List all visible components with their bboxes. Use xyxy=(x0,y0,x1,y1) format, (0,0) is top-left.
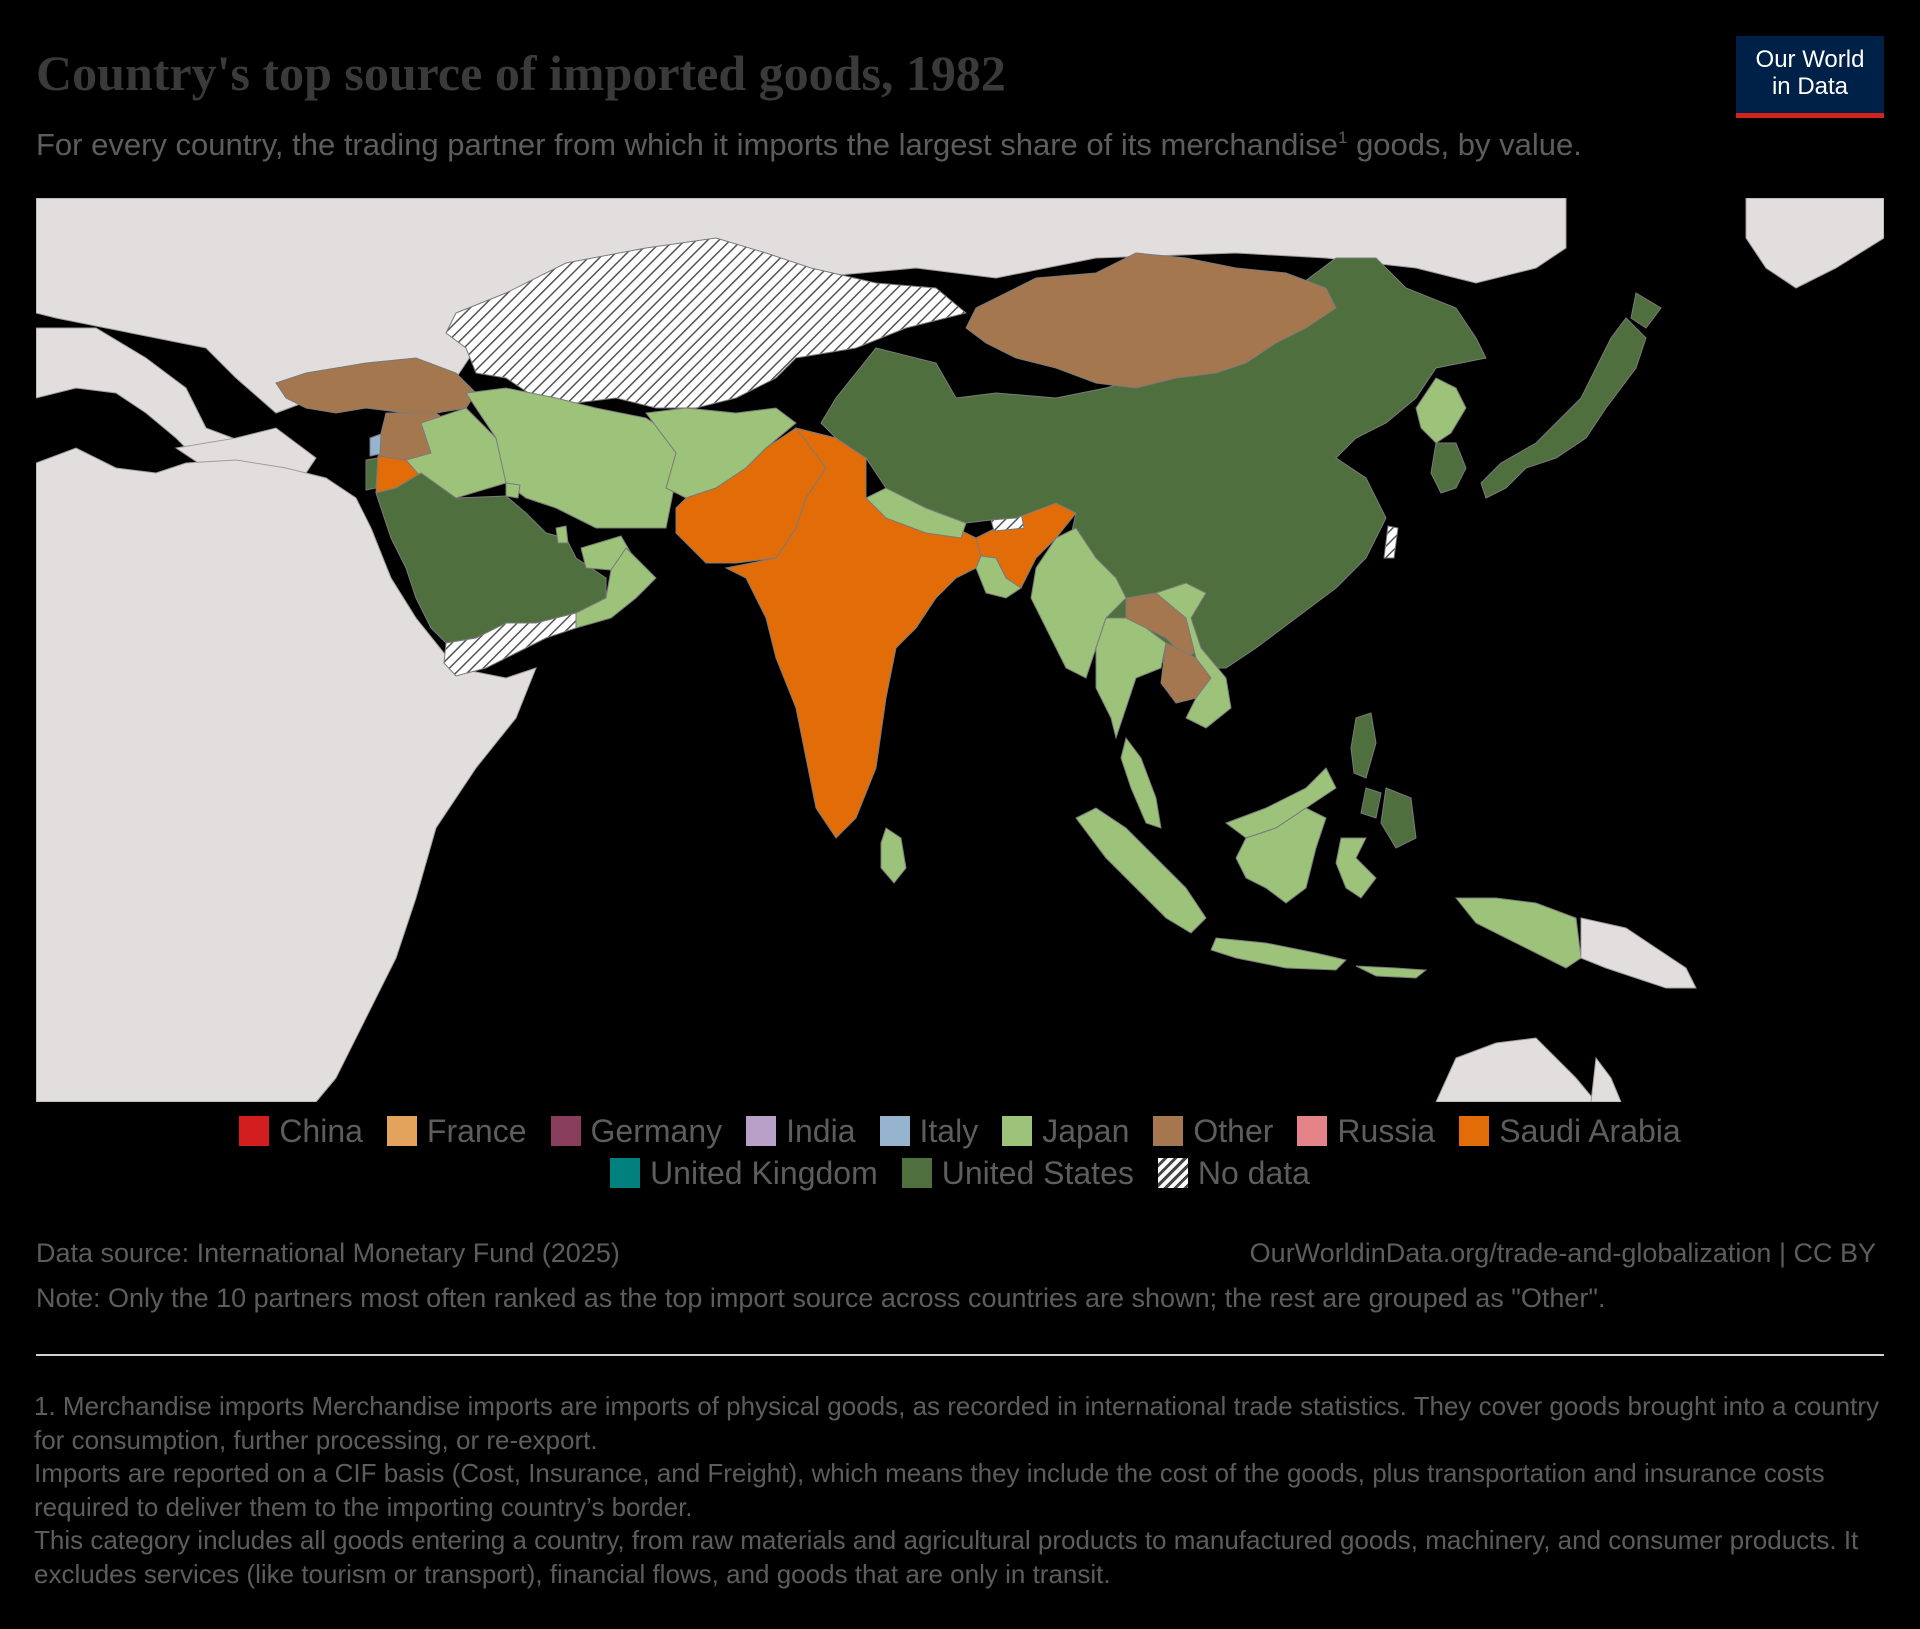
legend-item-other[interactable]: Other xyxy=(1153,1113,1273,1150)
legend-label: Saudi Arabia xyxy=(1499,1112,1681,1149)
legend-swatch xyxy=(879,1116,910,1146)
legend-swatch xyxy=(1459,1116,1490,1146)
country-philippines-mid[interactable] xyxy=(1360,787,1382,819)
country-soviet-union[interactable] xyxy=(445,237,968,409)
land-australia-right xyxy=(1590,1056,1622,1102)
legend-label: United States xyxy=(941,1154,1134,1191)
country-turkey[interactable] xyxy=(275,357,477,414)
country-philippines-south[interactable] xyxy=(1380,787,1417,849)
chart-title: Country's top source of imported goods, … xyxy=(36,45,1006,101)
legend-label: France xyxy=(426,1112,527,1149)
country-qatar[interactable] xyxy=(555,525,569,544)
footnote-1: 1. Merchandise imports Merchandise impor… xyxy=(34,1391,1879,1455)
legend-swatch xyxy=(746,1116,777,1146)
footnote-2: Imports are reported on a CIF basis (Cos… xyxy=(34,1458,1825,1522)
legend-swatch xyxy=(239,1116,270,1146)
country-iraq[interactable] xyxy=(405,407,507,499)
land-arctic-right xyxy=(1745,198,1884,289)
country-indonesia-kalimantan[interactable] xyxy=(1235,807,1327,904)
country-indonesia-papua[interactable] xyxy=(1454,897,1582,969)
country-japan[interactable] xyxy=(1480,317,1647,499)
country-kuwait[interactable] xyxy=(505,482,521,499)
data-source[interactable]: Data source: International Monetary Fund… xyxy=(36,1238,620,1268)
country-vietnam[interactable] xyxy=(1154,582,1232,729)
legend-label: Russia xyxy=(1337,1112,1436,1149)
logo-line-1: Our World xyxy=(1755,46,1865,73)
country-indonesia-sumatra[interactable] xyxy=(1075,807,1207,934)
legend-item-japan[interactable]: Japan xyxy=(1002,1113,1129,1150)
footnote-3: This category includes all goods enterin… xyxy=(34,1525,1859,1589)
choropleth-map[interactable] xyxy=(36,198,1884,1102)
legend-row-2: United Kingdom United States No data xyxy=(0,1152,1920,1194)
legend-label: Italy xyxy=(919,1112,979,1149)
country-indonesia-java[interactable] xyxy=(1210,937,1347,971)
legend-swatch xyxy=(610,1158,641,1188)
legend-item-no-data[interactable]: No data xyxy=(1157,1154,1310,1192)
country-north-korea[interactable] xyxy=(1415,377,1467,444)
legend-swatch xyxy=(901,1158,932,1188)
owid-logo[interactable]: Our World in Data xyxy=(1736,36,1884,118)
legend-label: No data xyxy=(1197,1154,1310,1191)
legend-label: United Kingdom xyxy=(650,1154,878,1191)
country-taiwan[interactable] xyxy=(1383,525,1399,559)
source-url[interactable]: OurWorldinData.org/trade-and-globalizati… xyxy=(1249,1238,1876,1268)
legend-item-united-states[interactable]: United States xyxy=(901,1154,1134,1192)
country-thailand[interactable] xyxy=(1095,617,1167,740)
country-mongolia[interactable] xyxy=(965,252,1337,389)
country-indonesia-islands[interactable] xyxy=(1355,965,1428,979)
legend-swatch xyxy=(1153,1116,1184,1146)
country-malaysia-peninsula[interactable] xyxy=(1120,736,1162,829)
legend-item-germany[interactable]: Germany xyxy=(550,1112,723,1150)
country-philippines[interactable] xyxy=(1350,712,1377,779)
country-south-korea[interactable] xyxy=(1430,442,1467,494)
chart-note: Note: Only the 10 partners most often ra… xyxy=(36,1283,1606,1313)
country-lebanon[interactable] xyxy=(369,433,382,457)
legend-item-saudi-arabia[interactable]: Saudi Arabia xyxy=(1459,1112,1681,1150)
country-indonesia-sulawesi[interactable] xyxy=(1335,837,1377,899)
country-sri-lanka[interactable] xyxy=(880,827,907,884)
land-australia xyxy=(1435,1037,1597,1102)
map-legend: China France Germany India Italy Japan O… xyxy=(0,1110,1920,1194)
legend-label: Japan xyxy=(1042,1112,1130,1149)
footnote-ref[interactable]: 1 xyxy=(1337,128,1348,147)
legend-swatch-hatch xyxy=(1157,1158,1188,1188)
country-papua-new-guinea[interactable] xyxy=(1580,917,1697,989)
legend-item-united-kingdom[interactable]: United Kingdom xyxy=(610,1155,878,1192)
legend-swatch xyxy=(1002,1116,1033,1146)
subtitle-text: For every country, the trading partner f… xyxy=(36,127,1338,162)
country-oman[interactable] xyxy=(575,547,657,629)
subtitle-end: goods, by value. xyxy=(1347,127,1582,162)
legend-swatch xyxy=(386,1116,417,1146)
divider xyxy=(36,1354,1884,1356)
legend-swatch xyxy=(1297,1116,1328,1146)
country-bangladesh[interactable] xyxy=(975,555,1022,599)
legend-label: Germany xyxy=(590,1112,723,1149)
logo-line-2: in Data xyxy=(1771,73,1849,100)
legend-label: India xyxy=(786,1112,856,1149)
legend-item-italy[interactable]: Italy xyxy=(879,1112,979,1150)
legend-label: Other xyxy=(1193,1112,1274,1149)
legend-label: China xyxy=(279,1112,363,1149)
footnotes: 1. Merchandise imports Merchandise impor… xyxy=(34,1390,1890,1591)
legend-item-india[interactable]: India xyxy=(746,1112,856,1150)
legend-item-russia[interactable]: Russia xyxy=(1297,1113,1435,1150)
legend-item-china[interactable]: China xyxy=(239,1113,363,1150)
country-yemen[interactable] xyxy=(443,612,577,677)
chart-subtitle: For every country, the trading partner f… xyxy=(36,118,1656,165)
legend-row-1: China France Germany India Italy Japan O… xyxy=(0,1110,1920,1152)
legend-item-france[interactable]: France xyxy=(386,1112,527,1150)
legend-swatch xyxy=(550,1116,581,1146)
country-japan-hokkaido[interactable] xyxy=(1630,292,1662,329)
